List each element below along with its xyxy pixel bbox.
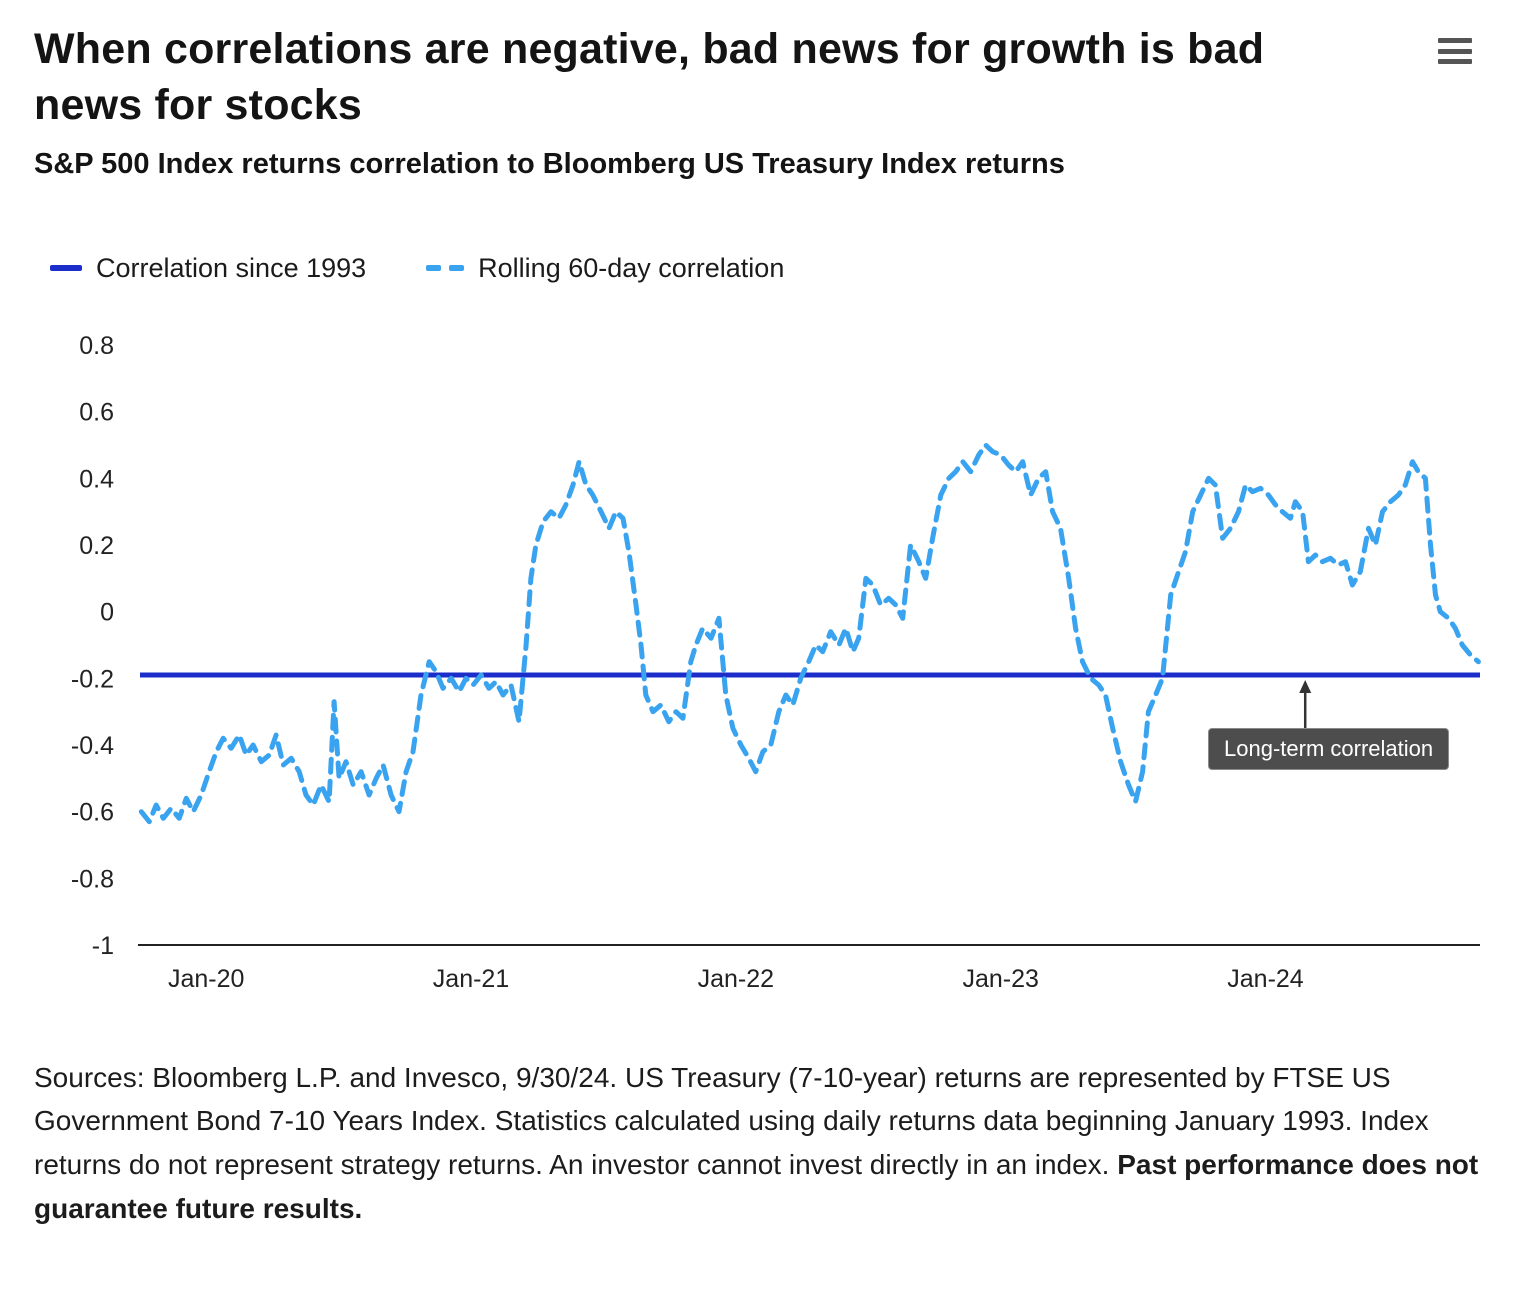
menu-bar — [1438, 38, 1472, 43]
solid-line-swatch — [50, 265, 82, 272]
legend-item-rolling-60-day: Rolling 60-day correlation — [426, 253, 784, 284]
y-axis-tick-label: -0.2 — [71, 665, 114, 693]
chart-legend: Correlation since 1993 Rolling 60-day co… — [50, 253, 1490, 284]
menu-bar — [1438, 59, 1472, 64]
x-axis-tick-label: Jan-24 — [1227, 965, 1304, 993]
correlation-chart: 0.8 0.6 0.4 0.2 0 -0.2 -0.4 -0.6 -0.8 -1 Jan-20 Jan… — [0, 292, 1524, 1032]
y-axis-tick-label: -0.6 — [71, 798, 114, 826]
legend-label: Rolling 60-day correlation — [478, 252, 785, 283]
x-axis-tick-label: Jan-22 — [698, 965, 774, 993]
chart-canvas: 0.8 0.6 0.4 0.2 0 -0.2 -0.4 -0.6 -0.8 -1 Jan-20 Jan… — [71, 332, 1481, 993]
y-axis-tick-label: 0.8 — [79, 332, 114, 360]
hamburger-menu-icon[interactable] — [1438, 38, 1472, 64]
annotation-arrowhead-icon — [1299, 679, 1312, 693]
page-title: When correlations are negative, bad news… — [34, 25, 1265, 129]
long-term-correlation-tooltip: Long-term correlation — [1208, 727, 1450, 770]
footnote-text: Sources: Bloomberg L.P. and Invesco, 9/3… — [34, 1061, 1429, 1181]
x-axis-tick-label: Jan-23 — [962, 965, 1038, 993]
y-axis-tick-label: -0.8 — [71, 865, 114, 893]
x-axis-tick-label: Jan-21 — [433, 965, 509, 993]
dashed-line-swatch — [426, 265, 465, 272]
x-axis-tick-label: Jan-20 — [168, 965, 244, 993]
legend-label: Correlation since 1993 — [96, 252, 367, 283]
legend-item-correlation-since-1993: Correlation since 1993 — [50, 253, 366, 284]
footnote-disclaimer-bold: Past performance does not guarantee futu… — [34, 1149, 1479, 1224]
menu-bar — [1438, 48, 1472, 54]
page-subtitle: S&P 500 Index returns correlation to Blo… — [34, 147, 1065, 180]
y-axis-tick-label: 0.6 — [79, 398, 114, 426]
y-axis-tick-label: 0.2 — [79, 532, 114, 560]
rolling-correlation-line — [138, 442, 1481, 824]
y-axis-tick-label: 0 — [100, 598, 114, 626]
source-footnote: Sources: Bloomberg L.P. and Invesco, 9/3… — [34, 1056, 1494, 1231]
y-axis-tick-label: -0.4 — [71, 732, 114, 760]
y-axis-tick-label: -1 — [92, 932, 114, 960]
y-axis-tick-label: 0.4 — [79, 465, 114, 493]
